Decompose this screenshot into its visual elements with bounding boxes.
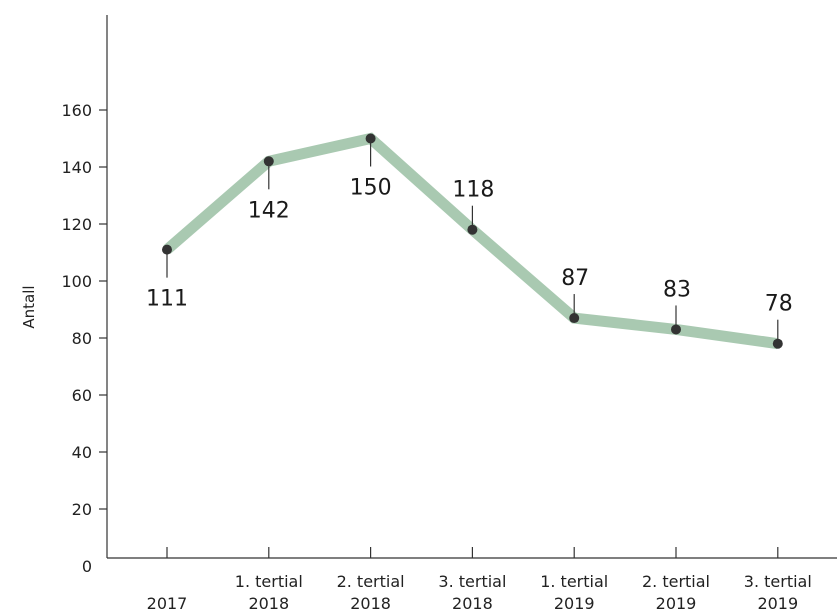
series-group: [163, 132, 779, 350]
data-label: 142: [248, 198, 290, 223]
x-tick-label: 2018: [452, 594, 493, 610]
data-point: [263, 156, 274, 167]
data-point: [569, 313, 580, 324]
data-labels: 111 142 150 118 87 83 78: [146, 133, 793, 349]
y-tick-label: 160: [61, 101, 92, 120]
x-tick-label: 2019: [656, 594, 697, 610]
x-tick-label: 2019: [757, 594, 798, 610]
x-tick-label: 2017: [147, 594, 188, 610]
x-tick-label: 2018: [350, 594, 391, 610]
y-tick-label: 0: [82, 557, 92, 576]
data-label: 150: [350, 176, 392, 201]
data-label: 78: [765, 292, 793, 317]
y-tick-label: 60: [72, 386, 92, 405]
series-line: [163, 132, 779, 350]
data-point: [772, 338, 783, 349]
y-tick-label: 100: [61, 272, 92, 291]
x-tick-label: 3. tertial: [744, 572, 812, 591]
data-label: 118: [452, 178, 494, 203]
data-point: [671, 324, 681, 335]
y-tick-label: 20: [72, 500, 92, 519]
data-label: 87: [561, 266, 589, 291]
y-tick-label: 40: [72, 443, 92, 462]
x-axis: 2017 1. tertial 2018 2. tertial 2018 3. terti…: [107, 547, 837, 610]
x-tick-label: 2018: [248, 594, 289, 610]
x-tick-label: 2. tertial: [337, 572, 405, 591]
y-axis-title: Antall: [20, 285, 38, 328]
y-tick-label: 120: [61, 215, 92, 234]
x-tick-label: 2. tertial: [642, 572, 710, 591]
x-tick-label: 2019: [554, 594, 595, 610]
y-axis: 0 20 40 60 80 100 120 140 160: [61, 15, 108, 576]
y-tick-label: 80: [72, 329, 92, 348]
x-tick-label: 3. tertial: [438, 572, 506, 591]
x-tick-label: 1. tertial: [235, 572, 303, 591]
y-tick-label: 140: [61, 158, 92, 177]
x-tick-label: 1. tertial: [540, 572, 608, 591]
data-label: 111: [146, 287, 188, 312]
data-point: [162, 244, 172, 255]
data-point: [467, 224, 478, 235]
data-label: 83: [663, 277, 691, 302]
data-point: [365, 133, 376, 144]
